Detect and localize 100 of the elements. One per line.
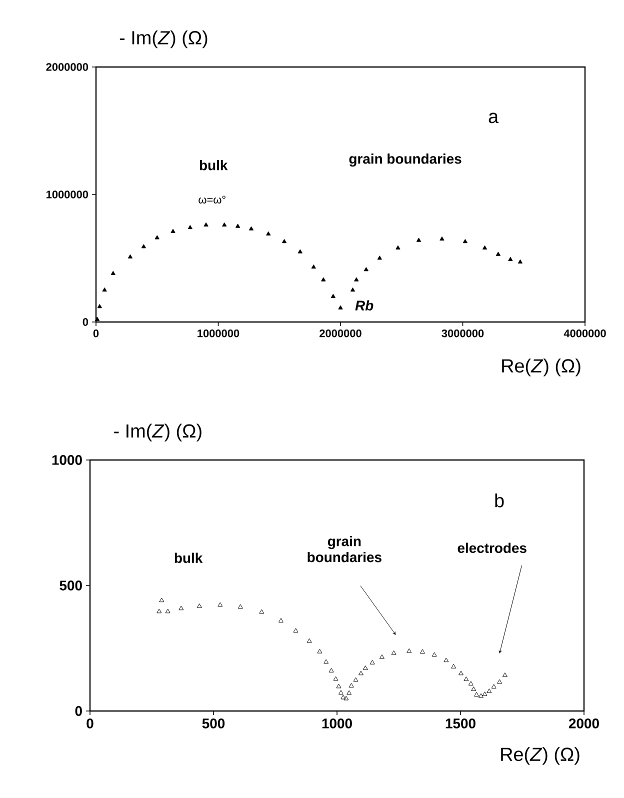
point	[353, 677, 358, 682]
point	[156, 608, 162, 614]
point	[159, 598, 164, 602]
point	[458, 670, 464, 676]
point	[282, 239, 287, 244]
point	[278, 618, 284, 622]
point	[178, 606, 184, 610]
point	[170, 228, 176, 233]
annotation: a	[488, 112, 499, 124]
point	[348, 683, 354, 688]
point	[432, 652, 437, 657]
x-tick-label: 1500	[446, 718, 476, 728]
point	[406, 648, 412, 653]
x-tick-label: 1000	[322, 718, 352, 728]
y-tick-label: 0	[75, 706, 82, 716]
point	[235, 224, 240, 228]
point	[141, 244, 146, 248]
point	[333, 676, 338, 681]
point	[311, 264, 316, 269]
x-tick-label: 0	[93, 330, 99, 338]
point	[396, 245, 400, 250]
point	[328, 668, 334, 672]
point	[128, 254, 133, 258]
point	[358, 670, 364, 676]
x-tick-label: 2000	[568, 718, 599, 728]
point	[338, 690, 344, 694]
point	[97, 304, 102, 308]
point	[420, 649, 425, 654]
point	[468, 681, 474, 686]
point	[354, 277, 359, 282]
point	[94, 316, 100, 321]
point	[482, 692, 488, 696]
point	[416, 238, 422, 242]
point	[248, 226, 254, 230]
annotation: electrodes	[458, 542, 526, 553]
point	[346, 690, 352, 695]
point	[259, 609, 264, 614]
point	[444, 658, 449, 662]
point	[491, 684, 496, 688]
annotation: grain boundaries	[349, 154, 462, 167]
x-tick-label: 2000000	[320, 330, 362, 338]
point	[110, 270, 116, 275]
point	[364, 267, 368, 272]
point	[497, 679, 502, 684]
point	[482, 245, 488, 250]
point	[165, 608, 170, 614]
x-tick-label: 1000000	[198, 330, 240, 338]
annotation: ω=ω°	[198, 196, 226, 204]
point	[350, 287, 356, 292]
point	[154, 235, 160, 240]
y-axis-title: - Im(Z) (Ω)	[114, 424, 202, 442]
annotation: bulk	[200, 160, 228, 170]
point	[478, 693, 484, 698]
point	[464, 676, 469, 681]
point	[306, 638, 312, 643]
annotation: bulk	[174, 552, 203, 564]
point	[462, 239, 468, 244]
point	[391, 650, 396, 655]
x-tick-label: 4000000	[564, 330, 606, 338]
point	[338, 305, 343, 310]
point	[379, 654, 384, 659]
x-axis-title: Re(Z) (Ω)	[502, 358, 580, 376]
annotation: grain boundaries	[308, 536, 382, 562]
point	[222, 222, 227, 227]
x-axis-title: Re(Z) (Ω)	[501, 747, 580, 765]
point	[377, 256, 382, 260]
y-tick-label: 500	[60, 580, 82, 590]
annotation: b	[495, 493, 504, 508]
point	[362, 665, 368, 670]
y-tick-label: 1000	[52, 455, 82, 465]
point	[502, 672, 508, 677]
point	[188, 225, 192, 230]
point	[518, 259, 523, 264]
y-tick-label: 0	[82, 318, 88, 326]
y-tick-label: 2000000	[46, 63, 88, 71]
point	[471, 686, 476, 691]
point	[204, 222, 208, 227]
point	[508, 256, 513, 261]
y-axis-title: - Im(Z) (Ω)	[120, 30, 208, 48]
annotation: Rb	[355, 300, 374, 311]
point	[196, 603, 202, 608]
point	[486, 688, 492, 693]
point	[293, 628, 298, 632]
point	[330, 294, 336, 298]
point	[336, 684, 342, 688]
y-tick-label: 1000000	[46, 190, 88, 198]
x-tick-label: 500	[202, 718, 225, 728]
point	[344, 696, 349, 700]
point	[496, 252, 501, 256]
point	[102, 287, 107, 292]
point	[474, 692, 480, 696]
point	[451, 664, 456, 668]
point	[238, 604, 243, 609]
point	[218, 602, 223, 607]
point	[440, 236, 444, 241]
point	[340, 694, 346, 700]
point	[321, 277, 326, 282]
point	[298, 249, 302, 254]
x-tick-label: 3000000	[442, 330, 484, 338]
point	[324, 659, 329, 664]
